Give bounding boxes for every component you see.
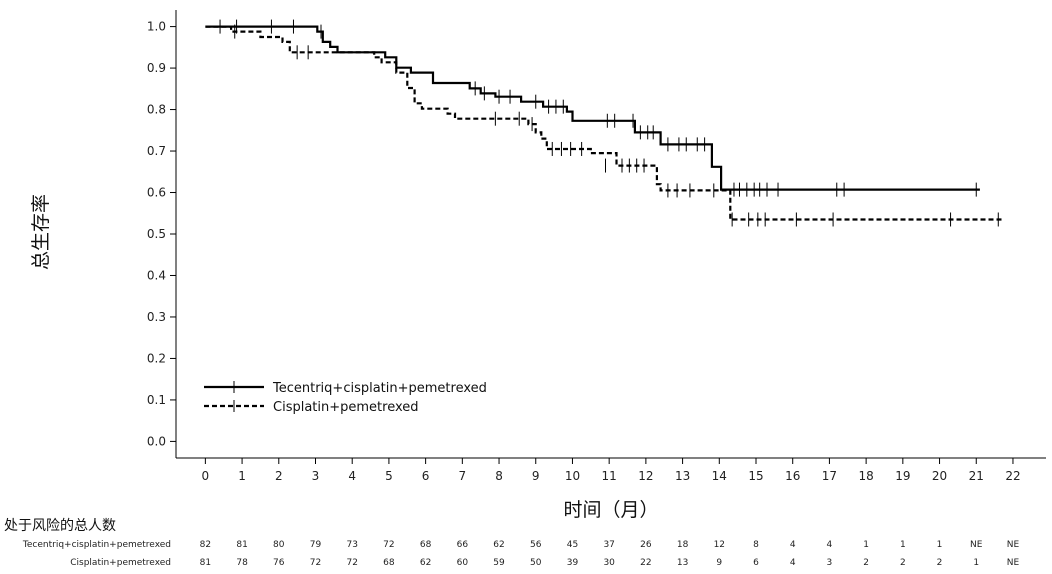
risk-count: 37 [603,540,614,550]
risk-count: 76 [273,558,285,568]
x-axis-title: 时间（月） [563,499,658,521]
risk-count: 50 [530,558,542,568]
y-tick-label: 0.2 [147,351,166,365]
risk-count: 3 [827,558,833,568]
risk-count: 73 [346,540,357,550]
x-tick-label: 20 [932,469,947,483]
x-tick-label: 18 [858,469,873,483]
x-tick-label: 12 [638,469,653,483]
x-tick-label: 21 [969,469,984,483]
risk-count: 39 [567,558,579,568]
risk-count: 26 [640,540,652,550]
risk-table: 处于风险的总人数 Tecentriq+cisplatin+pemetrexed … [4,518,1019,568]
risk-row-name-tecentriq: Tecentriq+cisplatin+pemetrexed [22,540,171,550]
risk-count: 18 [677,540,689,550]
risk-count: 81 [200,558,211,568]
risk-count: 8 [753,540,759,550]
risk-count: 4 [790,558,796,568]
risk-count: 78 [236,558,248,568]
x-tick-label: 10 [565,469,580,483]
y-tick-label: 0.1 [147,393,166,407]
x-tick-label: 1 [238,469,246,483]
risk-count: 56 [530,540,542,550]
x-tick-label: 4 [348,469,356,483]
risk-count: 1 [937,540,943,550]
x-tick-label: 0 [202,469,210,483]
x-tick-label: 5 [385,469,393,483]
risk-count: 1 [863,540,869,550]
risk-count: 1 [900,540,906,550]
risk-count: 45 [567,540,578,550]
risk-count: 4 [827,540,833,550]
x-tick-label: 14 [712,469,727,483]
legend: Tecentriq+cisplatin+pemetrexed Cisplatin… [204,381,487,415]
x-axis-ticks: 0 1 2 3 4 5 6 7 8 9 10 11 12 13 14 15 16 17 18 19 20 21 22 [202,458,1021,483]
risk-count: 1 [973,558,979,568]
risk-count: 2 [863,558,869,568]
y-axis-title: 总生存率 [30,194,52,270]
risk-count: 2 [900,558,906,568]
risk-count: NE [1007,540,1020,550]
risk-count: 62 [420,558,431,568]
curve-cisplatin [205,25,1002,221]
x-tick-label: 17 [822,469,837,483]
risk-count: 72 [383,540,394,550]
y-tick-label: 0.7 [147,144,166,158]
y-tick-label: 1.0 [147,20,166,34]
y-tick-label: 0.9 [147,61,166,75]
legend-label-tecentriq: Tecentriq+cisplatin+pemetrexed [272,381,487,396]
risk-count: 72 [346,558,357,568]
censor-marks [219,19,999,227]
x-tick-label: 15 [748,469,763,483]
risk-row-name-cisplatin: Cisplatin+pemetrexed [70,558,171,568]
x-tick-label: 16 [785,469,800,483]
risk-count: 13 [677,558,688,568]
x-tick-label: 8 [495,469,503,483]
curve-tecentriq [205,25,980,191]
risk-count: 81 [236,540,247,550]
risk-count: 2 [937,558,943,568]
risk-count: 79 [310,540,322,550]
y-tick-label: 0.5 [147,227,166,241]
y-tick-label: 0.3 [147,310,166,324]
x-tick-label: 22 [1005,469,1020,483]
risk-count: 68 [383,558,395,568]
risk-count: 62 [493,540,504,550]
y-tick-label: 0.0 [147,434,166,448]
x-tick-label: 6 [422,469,430,483]
risk-counts: 82 81 80 79 73 72 68 66 62 56 45 37 26 18 12 8 4 4 1 1 1 NE NE… [200,540,1020,568]
risk-table-title: 处于风险的总人数 [4,518,116,534]
risk-count: 9 [716,558,722,568]
risk-count: 80 [273,540,285,550]
y-axis-ticks: 0.0 0.1 0.2 0.3 0.4 0.5 0.6 0.7 0.8 0.9 1.0 [147,20,176,448]
y-tick-label: 0.8 [147,103,166,117]
risk-count: 66 [457,540,469,550]
risk-count: 22 [640,558,651,568]
risk-count: 12 [714,540,725,550]
legend-label-cisplatin: Cisplatin+pemetrexed [273,400,419,415]
risk-count: 30 [603,558,615,568]
risk-count: 59 [493,558,505,568]
risk-count: 60 [457,558,469,568]
x-tick-label: 13 [675,469,690,483]
x-tick-label: 9 [532,469,540,483]
risk-count: 82 [200,540,211,550]
survival-curves [205,25,1002,221]
x-tick-label: 11 [602,469,617,483]
x-tick-label: 19 [895,469,910,483]
risk-count: 68 [420,540,432,550]
risk-count: 6 [753,558,759,568]
risk-count: 4 [790,540,796,550]
x-tick-label: 3 [312,469,320,483]
y-tick-label: 0.6 [147,186,166,200]
x-tick-label: 7 [459,469,467,483]
y-tick-label: 0.4 [147,268,166,282]
risk-count: 72 [310,558,321,568]
x-tick-label: 2 [275,469,283,483]
risk-count: NE [970,540,983,550]
risk-count: NE [1007,558,1020,568]
